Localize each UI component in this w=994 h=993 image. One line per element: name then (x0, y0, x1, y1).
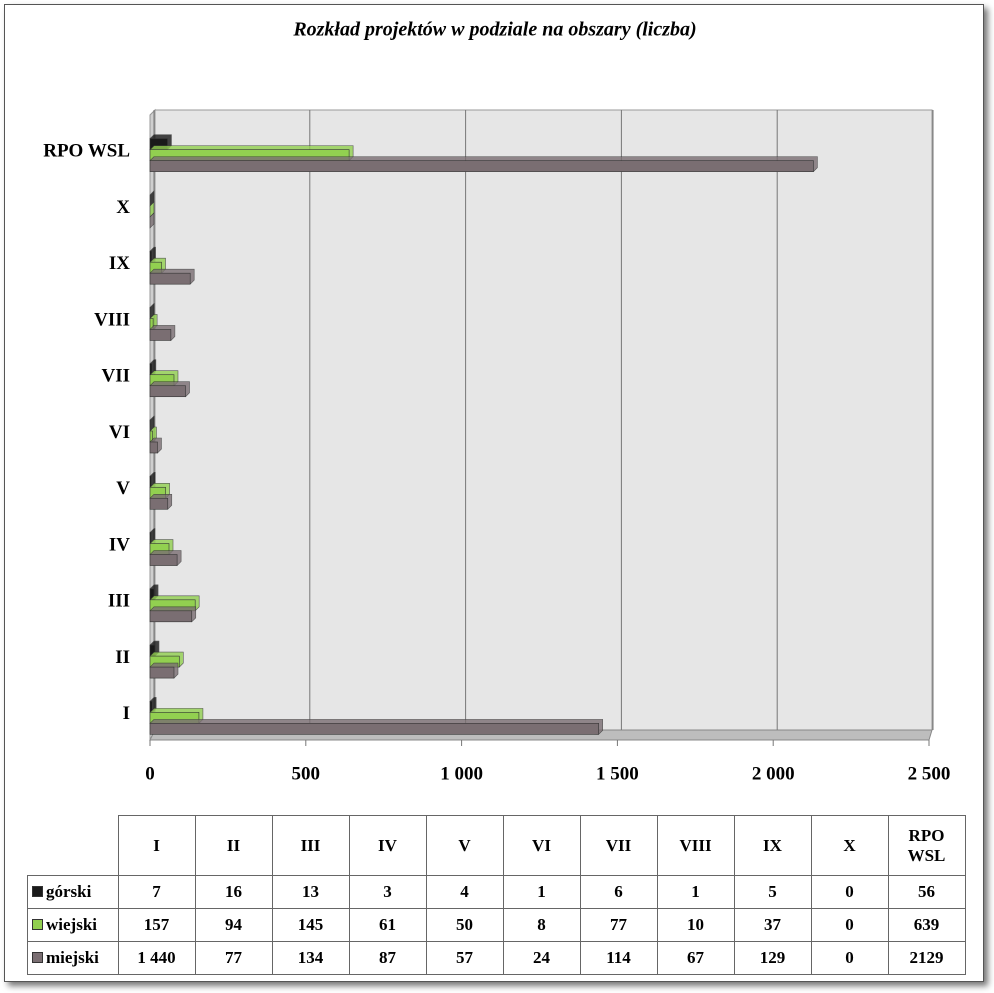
bar (149, 160, 814, 172)
header-row: I II III IV V VI VII VIII IX X RPO WSL (28, 815, 966, 876)
column-header: IV (348, 815, 427, 876)
y-tick-label: IV (109, 534, 130, 555)
legend-label: górski (46, 882, 92, 901)
column-header: IX (733, 815, 812, 876)
table-cell: 87 (348, 941, 427, 975)
bar-depth (149, 212, 155, 229)
table-cell: 2129 (887, 941, 966, 975)
y-tick-label: II (115, 647, 130, 668)
table-cell: 13 (271, 875, 350, 909)
y-tick-label: V (116, 478, 130, 499)
bar (149, 475, 152, 488)
table-cell: 56 (887, 875, 966, 909)
table-cell: 77 (579, 908, 658, 942)
column-header: RPO WSL (887, 815, 966, 876)
table-cell: 16 (194, 875, 273, 909)
table-cell: 37 (733, 908, 812, 942)
x-tick-label: 2 500 (908, 763, 951, 784)
table-cell: 8 (502, 908, 581, 942)
table-cell: 24 (502, 941, 581, 975)
bar (149, 441, 158, 454)
table-cell: 114 (579, 941, 658, 975)
corner-cell (28, 816, 119, 876)
x-tick-label: 0 (145, 763, 155, 784)
column-header: VII (579, 815, 658, 876)
bar (149, 723, 600, 735)
table-cell: 145 (271, 908, 350, 942)
table-cell: 10 (656, 908, 735, 942)
legend-swatch (32, 886, 43, 897)
row-header: miejski (27, 941, 119, 975)
legend-label: wiejski (46, 915, 97, 934)
column-header: X (810, 815, 889, 876)
bar (149, 610, 193, 623)
y-tick-label: VI (109, 422, 130, 443)
table-cell: 94 (194, 908, 273, 942)
column-header: VIII (656, 815, 735, 876)
legend-swatch (32, 919, 43, 930)
y-tick-label: IX (109, 253, 130, 274)
y-tick-label: VIII (94, 309, 130, 330)
y-tick-label: VII (101, 366, 130, 387)
table-cell: 1 440 (117, 941, 196, 975)
x-tick-label: 2 000 (752, 763, 795, 784)
x-tick-label: 1 000 (440, 763, 483, 784)
row-header: górski (27, 875, 119, 909)
bar (149, 554, 178, 566)
table-cell: 134 (271, 941, 350, 975)
table-cell: 0 (810, 908, 889, 942)
bar (149, 532, 152, 544)
table-cell: 61 (348, 908, 427, 942)
chart-title: Rozkład projektów w podziale na obszary … (292, 19, 696, 41)
column-header: VI (502, 815, 581, 876)
table-cell: 5 (733, 875, 812, 909)
y-tick-label: I (123, 703, 130, 724)
table-cell: 6 (579, 875, 658, 909)
table-cell: 3 (348, 875, 427, 909)
data-row: miejski 1 440 77 134 87 57 24 114 67 129 0 2129 (27, 941, 966, 975)
bar (149, 497, 169, 510)
x-tick-label: 500 (292, 763, 321, 784)
table-cell: 57 (425, 941, 504, 975)
column-header: V (425, 815, 504, 876)
y-tick-label: III (108, 591, 130, 612)
table-cell: 129 (733, 941, 812, 975)
data-row: wiejski 157 94 145 61 50 8 77 10 37 0 639 (27, 908, 966, 942)
legend-swatch (32, 952, 43, 963)
data-table: I II III IV V VI VII VIII IX X RPO WSL górski 7 16 13 3… (27, 815, 966, 975)
bar (149, 272, 191, 285)
table-cell: 639 (887, 908, 966, 942)
x-tick-label: 1 500 (596, 763, 639, 784)
table-cell: 0 (810, 941, 889, 975)
table-cell: 67 (656, 941, 735, 975)
table-cell: 77 (194, 941, 273, 975)
column-header: I (117, 815, 196, 876)
table-cell: 0 (810, 875, 889, 909)
table-cell: 7 (117, 875, 196, 909)
table-cell: 50 (425, 908, 504, 942)
y-tick-label: RPO WSL (43, 140, 130, 161)
table-cell: 1 (656, 875, 735, 909)
row-header: wiejski (27, 908, 119, 942)
bar (149, 385, 186, 398)
column-header: III (271, 815, 350, 876)
column-header: II (194, 815, 273, 876)
legend-label: miejski (46, 948, 99, 967)
bar (149, 329, 172, 341)
bar (149, 666, 175, 679)
back-wall (154, 109, 933, 731)
table-cell: 1 (502, 875, 581, 909)
table-cell: 157 (117, 908, 196, 942)
y-tick-label: X (116, 197, 130, 218)
table-cell: 4 (425, 875, 504, 909)
data-row: górski 7 16 13 3 4 1 6 1 5 0 56 (27, 875, 966, 909)
